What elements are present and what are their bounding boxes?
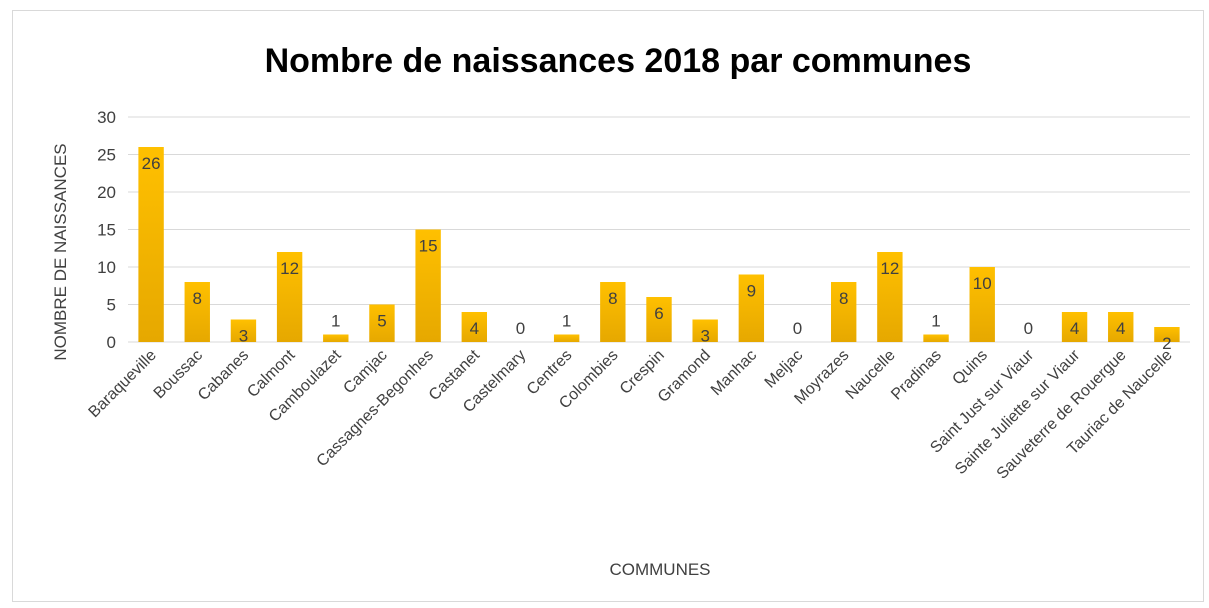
y-tick-label: 30 — [97, 108, 116, 127]
data-label: 6 — [654, 304, 663, 323]
bar — [969, 267, 995, 342]
x-category-label: Meljac — [762, 347, 807, 392]
data-label: 8 — [193, 289, 202, 308]
bar — [553, 334, 580, 342]
bars — [138, 147, 1180, 342]
data-label: 1 — [562, 312, 571, 331]
bar — [1108, 312, 1134, 342]
bar — [877, 252, 903, 342]
bar — [738, 274, 765, 342]
y-axis-ticks: 0 5 10 15 20 25 30 — [97, 108, 116, 352]
bar — [646, 297, 672, 342]
bar — [276, 252, 303, 342]
bar — [184, 282, 210, 342]
data-label: 4 — [1116, 319, 1125, 338]
bar — [692, 319, 718, 342]
data-label: 2 — [1162, 334, 1171, 353]
data-label: 10 — [973, 274, 992, 293]
x-category-label: Baraqueville — [86, 347, 160, 421]
y-tick-label: 20 — [97, 183, 116, 202]
data-label: 0 — [793, 319, 802, 338]
data-label: 3 — [239, 327, 248, 346]
x-category-label: Manhac — [708, 347, 760, 399]
data-label: 1 — [331, 312, 340, 331]
data-label: 0 — [516, 319, 525, 338]
bar — [415, 229, 441, 342]
data-label: 4 — [470, 319, 479, 338]
x-category-label: Pradinas — [888, 347, 945, 404]
bar — [461, 312, 488, 342]
data-label: 3 — [700, 327, 709, 346]
data-label: 5 — [377, 312, 386, 331]
data-label: 12 — [280, 259, 299, 278]
data-label: 4 — [1070, 319, 1079, 338]
bar — [1061, 312, 1088, 342]
x-category-label: Cabanes — [195, 347, 252, 404]
data-label: 26 — [142, 154, 161, 173]
data-label: 15 — [419, 237, 438, 256]
y-tick-label: 25 — [97, 146, 116, 165]
bar — [369, 304, 395, 342]
bar — [230, 319, 257, 342]
data-label: 9 — [747, 282, 756, 301]
data-label: 8 — [839, 289, 848, 308]
data-label: 1 — [931, 312, 940, 331]
gridlines — [128, 116, 1190, 343]
x-category-label: Quins — [949, 347, 991, 389]
y-axis-title: NOMBRE DE NAISSANCES — [51, 143, 70, 360]
x-axis-title: COMMUNES — [609, 560, 710, 579]
bar — [323, 334, 349, 342]
bar — [1154, 327, 1180, 342]
chart-title: Nombre de naissances 2018 par communes — [265, 42, 972, 80]
bar — [923, 334, 949, 342]
data-label: 12 — [880, 259, 899, 278]
y-tick-label: 15 — [97, 221, 116, 240]
y-tick-label: 10 — [97, 258, 116, 277]
data-label: 8 — [608, 289, 617, 308]
x-axis-categories: BaraquevilleBoussacCabanesCalmontCamboul… — [86, 346, 1176, 482]
data-label: 0 — [1024, 319, 1033, 338]
bar — [600, 282, 626, 342]
y-tick-label: 5 — [107, 296, 116, 315]
bar — [830, 282, 857, 342]
y-tick-label: 0 — [107, 333, 116, 352]
bar — [138, 147, 164, 342]
